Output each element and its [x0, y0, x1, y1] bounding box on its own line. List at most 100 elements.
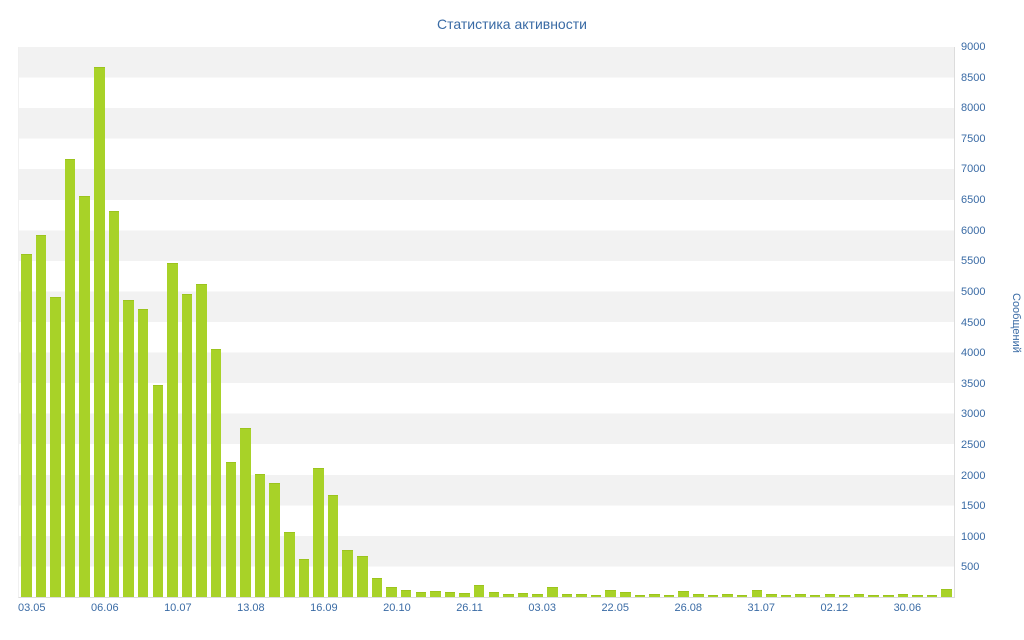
bar[interactable] — [839, 594, 850, 597]
bar[interactable] — [313, 467, 324, 597]
bar[interactable] — [561, 593, 573, 597]
bar-slot — [384, 47, 399, 597]
bar[interactable] — [50, 296, 61, 597]
bar[interactable] — [284, 531, 295, 597]
bar[interactable] — [94, 67, 105, 597]
bar-slot — [443, 47, 458, 597]
bar[interactable] — [488, 592, 500, 597]
bar[interactable] — [503, 594, 514, 597]
x-axis: 03.05 06.06 10.07 13.08 16.09 20.10 26.11 03.03… — [18, 602, 955, 618]
bar[interactable] — [590, 594, 602, 597]
bar-slot — [165, 47, 180, 597]
bar-slot — [326, 47, 341, 597]
bar[interactable] — [473, 585, 485, 597]
bar[interactable] — [649, 594, 660, 597]
bar-slot — [121, 47, 136, 597]
bar[interactable] — [225, 461, 237, 597]
bar[interactable] — [342, 550, 353, 597]
bar-slot — [311, 47, 326, 597]
bar[interactable] — [400, 589, 412, 597]
bar[interactable] — [240, 427, 251, 597]
chart-title: Статистика активности — [437, 16, 587, 32]
bar[interactable] — [722, 593, 733, 597]
bar[interactable] — [780, 594, 792, 597]
bar-slot — [355, 47, 370, 597]
bar[interactable] — [605, 589, 616, 597]
bar-slot — [238, 47, 253, 597]
bar[interactable] — [254, 473, 266, 597]
bar[interactable] — [123, 299, 134, 597]
bar[interactable] — [64, 159, 76, 597]
bar[interactable] — [298, 559, 310, 597]
y-axis-tick-label: 8000 — [961, 102, 986, 115]
bar[interactable] — [634, 594, 646, 597]
bar[interactable] — [576, 594, 587, 597]
y-axis-tick-label: 9000 — [961, 41, 986, 53]
bar-slot — [735, 47, 750, 597]
y-axis-tick-label: 2500 — [961, 438, 986, 451]
bar-slot — [516, 47, 531, 597]
x-axis-label: 13.08 — [237, 602, 265, 614]
bar-slot — [136, 47, 151, 597]
bar[interactable] — [21, 253, 32, 597]
bar[interactable] — [269, 482, 280, 597]
x-axis-label: 16.09 — [310, 602, 338, 614]
bar[interactable] — [736, 594, 748, 597]
bar[interactable] — [357, 556, 368, 597]
bar[interactable] — [868, 594, 879, 597]
y-axis-tick-label: 6000 — [961, 224, 986, 237]
bar-slot — [297, 47, 312, 597]
bar[interactable] — [678, 591, 689, 597]
bar[interactable] — [327, 495, 339, 597]
bar[interactable] — [371, 577, 383, 597]
bar[interactable] — [883, 594, 894, 597]
bar-slot — [150, 47, 165, 597]
bar[interactable] — [196, 284, 207, 597]
bar[interactable] — [546, 586, 558, 597]
y-axis-tick-label: 7500 — [961, 132, 986, 145]
bar[interactable] — [415, 592, 427, 597]
bar[interactable] — [912, 594, 923, 597]
bar[interactable] — [693, 594, 704, 597]
bar[interactable] — [444, 591, 456, 597]
bar[interactable] — [79, 195, 90, 597]
bar[interactable] — [663, 594, 675, 597]
bar[interactable] — [386, 586, 397, 597]
bar[interactable] — [108, 211, 120, 597]
bar[interactable] — [926, 594, 938, 597]
bar[interactable] — [210, 348, 222, 597]
bar[interactable] — [897, 594, 909, 597]
y-axis-tick-label: 5000 — [961, 285, 986, 298]
bar-slot — [676, 47, 691, 597]
bar[interactable] — [137, 308, 149, 597]
y-axis-tick-label: 1000 — [961, 530, 986, 543]
bar[interactable] — [167, 262, 178, 597]
bar-slot — [793, 47, 808, 597]
bar-slot — [194, 47, 209, 597]
bar[interactable] — [766, 594, 777, 597]
bar-slot — [530, 47, 545, 597]
x-axis-label: 03.05 — [18, 602, 46, 614]
bar-slot — [472, 47, 487, 597]
bar[interactable] — [853, 593, 865, 597]
bar[interactable] — [824, 594, 836, 597]
bar[interactable] — [809, 594, 821, 597]
y-axis-tick-label: 5500 — [961, 255, 986, 268]
bar-slot — [487, 47, 502, 597]
bar[interactable] — [795, 593, 806, 597]
bar-slot — [107, 47, 122, 597]
bar[interactable] — [751, 589, 763, 597]
x-axis-label: 30.06 — [893, 602, 922, 614]
bar[interactable] — [181, 293, 193, 597]
bar[interactable] — [941, 588, 952, 597]
bar[interactable] — [35, 235, 47, 597]
bar[interactable] — [620, 592, 631, 597]
bar[interactable] — [152, 385, 164, 597]
x-axis-label: 22.05 — [601, 602, 629, 614]
bar[interactable] — [532, 593, 543, 597]
bar[interactable] — [517, 592, 529, 597]
y-axis-tick-label: 6500 — [961, 194, 986, 207]
bar[interactable] — [430, 591, 441, 597]
bar[interactable] — [459, 592, 470, 597]
bar[interactable] — [707, 594, 719, 597]
